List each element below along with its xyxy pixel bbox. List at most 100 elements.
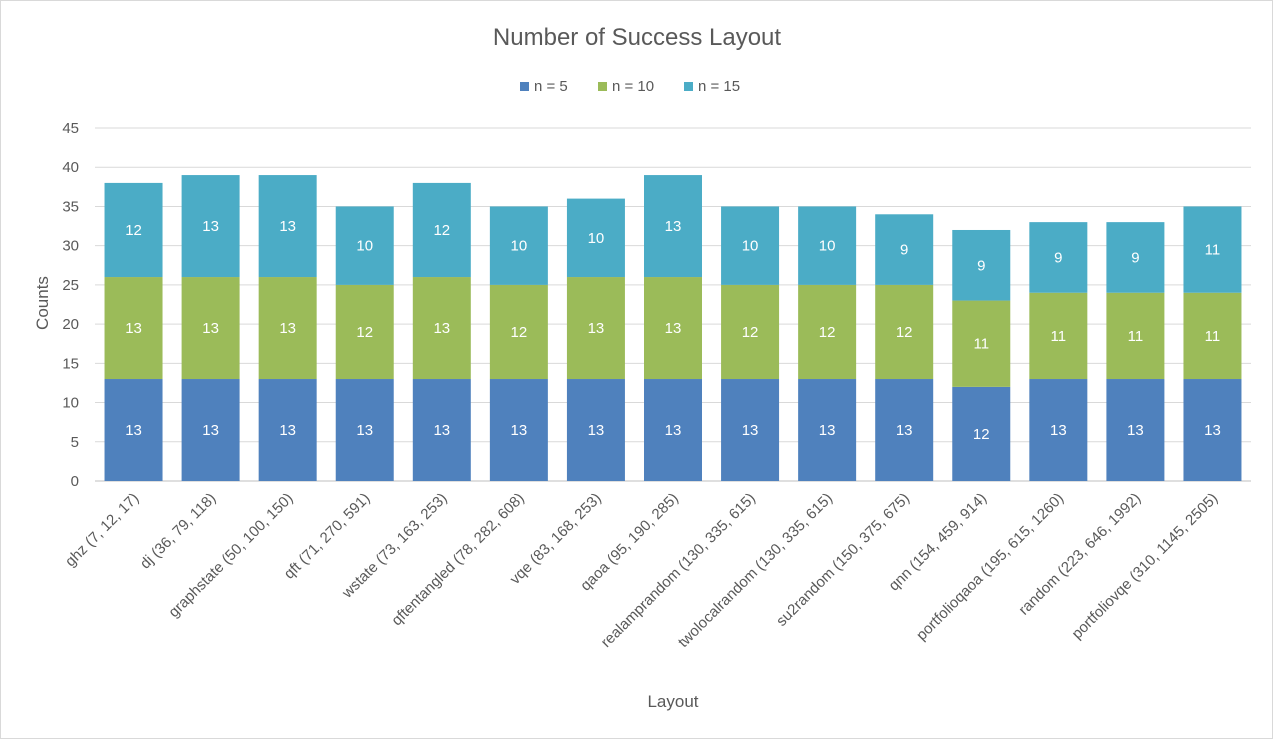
data-label: 11: [1205, 328, 1221, 345]
bar-segment: [489, 206, 548, 285]
data-label: 13: [125, 320, 142, 337]
x-tick-label: portfoliovqe (310, 1145, 2505): [1069, 490, 1222, 643]
bar-segment: [644, 379, 702, 481]
bar-segment: [1183, 292, 1242, 380]
bar-segment: [412, 277, 471, 380]
bar-segment: [644, 175, 702, 278]
y-tick-label: 25: [62, 277, 79, 294]
bar-segment: [1106, 292, 1165, 380]
legend: n = 5 n = 10 n = 15: [520, 78, 740, 95]
bars: 13 13 12 13 13 13 13 13 13 13 12 10 13 13 12 13 12 10 13 13…: [104, 175, 1242, 481]
data-label: 13: [588, 422, 605, 439]
data-label: 12: [356, 324, 373, 341]
bar-segment: [335, 284, 394, 380]
bar-segment: [952, 386, 1011, 481]
y-tick-label: 40: [62, 159, 79, 176]
data-label: 13: [279, 422, 296, 439]
y-tick-label: 0: [71, 473, 79, 490]
bar-segment: [181, 175, 240, 278]
legend-swatch: [684, 82, 693, 91]
data-label: 13: [202, 320, 219, 337]
legend-swatch: [520, 82, 529, 91]
bar-segment: [798, 284, 857, 380]
data-label: 13: [202, 422, 219, 439]
bar-segment: [335, 379, 394, 481]
bar-segment: [798, 206, 857, 285]
bar-segment: [258, 379, 317, 481]
data-label: 11: [973, 336, 989, 353]
bar-segment: [721, 284, 780, 380]
data-label: 13: [665, 422, 682, 439]
data-label: 13: [511, 422, 528, 439]
data-label: 9: [1054, 249, 1062, 266]
data-label: 13: [1050, 422, 1067, 439]
bar-segment: [335, 206, 394, 285]
y-tick-label: 15: [62, 355, 79, 372]
data-label: 13: [1204, 422, 1221, 439]
y-tick-label: 30: [62, 238, 79, 255]
data-label: 13: [665, 320, 682, 337]
bar-segment: [258, 175, 317, 278]
bar-segment: [1183, 379, 1242, 481]
bar-segment: [181, 379, 240, 481]
data-label: 12: [742, 324, 759, 341]
data-label: 13: [819, 422, 836, 439]
x-tick-label: twolocalrandom (130, 335, 615): [675, 490, 836, 651]
x-axis-ticks: ghz (7, 12, 17)dj (36, 79, 118)graphstat…: [62, 490, 1221, 651]
data-label: 10: [356, 238, 373, 255]
bar-segment: [952, 229, 1011, 301]
data-label: 10: [819, 238, 836, 255]
legend-label: n = 5: [534, 78, 568, 95]
data-label: 13: [1127, 422, 1144, 439]
bar-segment: [104, 379, 163, 481]
bar-segment: [952, 300, 1011, 387]
bar-segment: [566, 277, 625, 380]
bar-segment: [875, 214, 934, 285]
legend-label: n = 10: [612, 78, 654, 95]
bar-segment: [1106, 222, 1165, 293]
bar-segment: [104, 182, 163, 278]
data-label: 13: [433, 422, 450, 439]
data-label: 9: [900, 242, 908, 259]
data-label: 11: [1051, 328, 1067, 345]
data-label: 13: [742, 422, 759, 439]
data-label: 12: [896, 324, 913, 341]
data-label: 9: [1131, 249, 1139, 266]
data-label: 13: [202, 218, 219, 235]
data-label: 13: [279, 320, 296, 337]
data-label: 13: [125, 422, 142, 439]
data-label: 11: [1205, 242, 1221, 259]
chart-title: Number of Success Layout: [493, 24, 781, 51]
bar-segment: [798, 379, 857, 481]
y-tick-label: 10: [62, 395, 79, 412]
data-label: 13: [665, 218, 682, 235]
bar-segment: [1029, 222, 1088, 293]
data-label: 12: [511, 324, 528, 341]
data-label: 11: [1128, 328, 1144, 345]
bar-segment: [875, 284, 934, 380]
x-tick-label: ghz (7, 12, 17): [62, 490, 142, 570]
data-label: 13: [588, 320, 605, 337]
data-label: 13: [279, 218, 296, 235]
bar-segment: [721, 206, 780, 285]
bar-segment: [1029, 292, 1088, 380]
bar-segment: [644, 277, 702, 380]
data-label: 13: [356, 422, 373, 439]
x-tick-label: su2random (150, 375, 675): [773, 490, 913, 630]
bar-segment: [412, 379, 471, 481]
y-tick-label: 45: [62, 120, 79, 137]
bar-segment: [721, 379, 780, 481]
bar-segment: [181, 277, 240, 380]
x-tick-label: portfolioqaoa (195, 615, 1260): [913, 490, 1067, 644]
data-label: 13: [433, 320, 450, 337]
data-label: 10: [742, 238, 759, 255]
bar-segment: [566, 198, 625, 278]
data-label: 12: [973, 426, 990, 443]
data-label: 12: [433, 222, 450, 239]
data-label: 13: [896, 422, 913, 439]
data-label: 9: [977, 257, 985, 274]
bar-segment: [489, 284, 548, 380]
y-axis-label: Counts: [33, 276, 52, 330]
bar-segment: [258, 277, 317, 380]
